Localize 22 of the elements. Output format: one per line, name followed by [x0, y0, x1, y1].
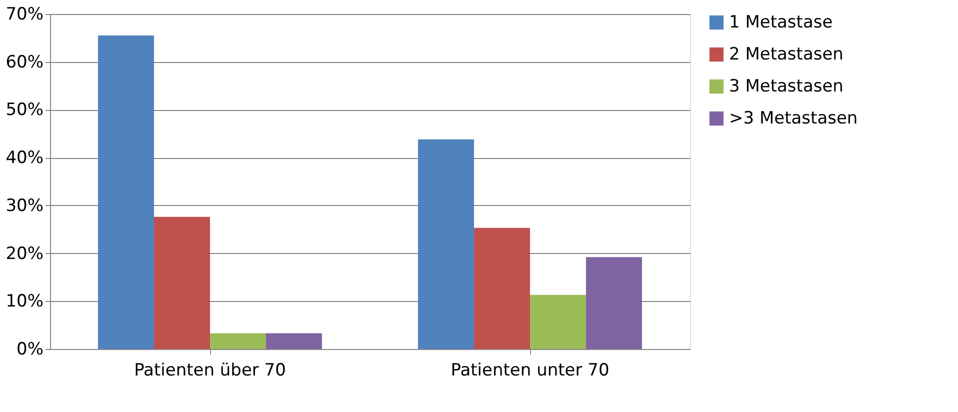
bar	[586, 257, 642, 349]
y-tick-label: 20%	[6, 244, 44, 264]
y-tick-label: 10%	[6, 292, 44, 312]
x-tick-label: Patienten über 70	[134, 360, 286, 380]
bar	[418, 139, 474, 349]
y-tick-label: 40%	[6, 148, 44, 168]
x-tick-label: Patienten unter 70	[450, 360, 610, 380]
y-tick-label: 50%	[6, 100, 44, 120]
bar	[210, 333, 266, 349]
bar	[266, 333, 322, 349]
y-tick-label: 0%	[16, 340, 44, 360]
y-tick-label: 60%	[6, 52, 44, 72]
y-tick-label: 30%	[6, 196, 44, 216]
legend-label: 3 Metastasen	[729, 76, 844, 96]
bar	[474, 228, 530, 349]
y-tick-label: 70%	[6, 4, 44, 24]
bar	[98, 36, 154, 349]
bar	[530, 294, 586, 349]
bar	[154, 216, 210, 349]
legend-label: >3 Metastasen	[729, 108, 858, 128]
legend-label: 2 Metastasen	[729, 44, 844, 64]
legend-label: 1 Metastase	[729, 12, 833, 32]
